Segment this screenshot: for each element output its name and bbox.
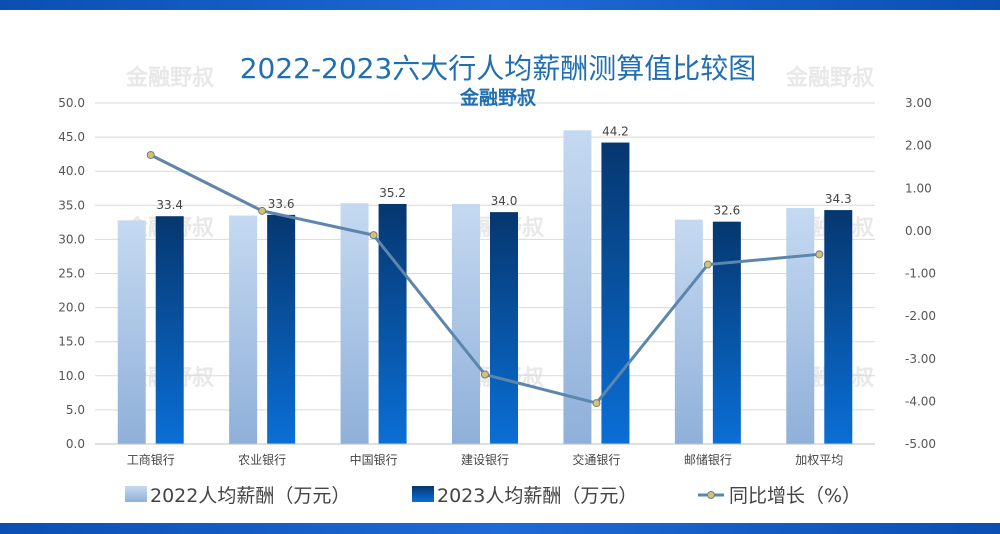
growth-point — [258, 206, 267, 215]
bar-2023 — [267, 214, 296, 444]
bar-2022 — [563, 130, 592, 444]
x-category-label: 交通银行 — [572, 452, 620, 467]
y-left-tick-label: 10.0 — [58, 369, 85, 383]
y-right-tick-label: -3.00 — [905, 352, 936, 366]
bar-2023 — [712, 221, 741, 444]
legend-swatch-2023 — [412, 486, 434, 502]
x-category-label: 农业银行 — [238, 453, 286, 467]
legend-label-2022: 2022人均薪酬（万元） — [150, 485, 350, 507]
y-left-tick-label: 50.0 — [58, 96, 85, 110]
y-left-tick-label: 45.0 — [58, 130, 85, 144]
legend-label-growth: 同比增长（%） — [729, 485, 861, 507]
y-right-tick-label: -1.00 — [905, 267, 936, 281]
x-category-label: 邮储银行 — [684, 452, 732, 467]
y-right-tick-label: 3.00 — [905, 96, 932, 110]
x-category-label: 中国银行 — [350, 452, 398, 467]
bar-2022 — [674, 219, 703, 444]
y-right-tick-label: 0.00 — [905, 224, 932, 238]
y-right-tick-label: 1.00 — [905, 181, 932, 195]
bottom-accent-band — [0, 523, 1000, 534]
growth-point — [703, 260, 712, 269]
chart-subtitle: 金融野叔 — [459, 86, 537, 109]
growth-point — [146, 151, 155, 160]
bar-2023-data-label: 32.6 — [713, 204, 740, 218]
y-right-tick-label: -2.00 — [905, 309, 936, 323]
bar-2023-data-label: 34.3 — [825, 192, 852, 206]
bar-2022 — [229, 215, 258, 444]
chart-title: 2022-2023六大行人均薪酬测算值比较图 — [240, 52, 757, 85]
bar-2023-data-label: 33.4 — [156, 198, 183, 212]
legend-swatch-growth-point — [707, 491, 715, 499]
y-left-tick-label: 40.0 — [58, 164, 85, 178]
legend-label-2023: 2023人均薪酬（万元） — [437, 485, 637, 507]
legend-swatch-2022 — [125, 486, 147, 502]
y-right-tick-label: 2.00 — [905, 139, 932, 153]
bar-2022 — [452, 203, 480, 444]
bar-2023 — [490, 212, 518, 444]
y-right-tick-label: -5.00 — [905, 437, 936, 451]
y-left-tick-label: 0.0 — [66, 437, 85, 451]
bar-2023-data-label: 35.2 — [379, 186, 406, 200]
growth-point — [369, 231, 378, 240]
growth-point — [592, 399, 601, 408]
growth-point — [815, 250, 824, 259]
y-left-tick-label: 30.0 — [58, 232, 85, 246]
watermark-text: 金融野叔 — [785, 65, 875, 91]
bar-2022 — [117, 220, 146, 444]
watermark-text: 金融野叔 — [125, 65, 215, 91]
bar-2023 — [378, 203, 407, 444]
x-category-label: 工商银行 — [127, 452, 175, 467]
bar-2023 — [824, 210, 853, 444]
y-left-tick-label: 25.0 — [58, 267, 85, 281]
bar-2023-data-label: 34.0 — [491, 194, 518, 208]
y-right-tick-label: -4.00 — [905, 394, 936, 408]
x-category-label: 建设银行 — [461, 453, 509, 467]
y-left-tick-label: 20.0 — [58, 301, 85, 315]
bar-2023-data-label: 44.2 — [602, 125, 629, 139]
bar-2022 — [786, 208, 815, 444]
bar-2022 — [340, 203, 369, 444]
y-left-tick-label: 5.0 — [66, 403, 85, 417]
x-category-label: 加权平均 — [795, 453, 843, 467]
bar-2023 — [601, 142, 630, 444]
top-accent-band — [0, 0, 1000, 10]
growth-point — [481, 370, 489, 379]
bar-2023 — [155, 216, 184, 444]
y-left-tick-label: 15.0 — [58, 335, 85, 349]
y-left-tick-label: 35.0 — [58, 198, 85, 212]
bar-2023-data-label: 33.6 — [268, 197, 295, 211]
